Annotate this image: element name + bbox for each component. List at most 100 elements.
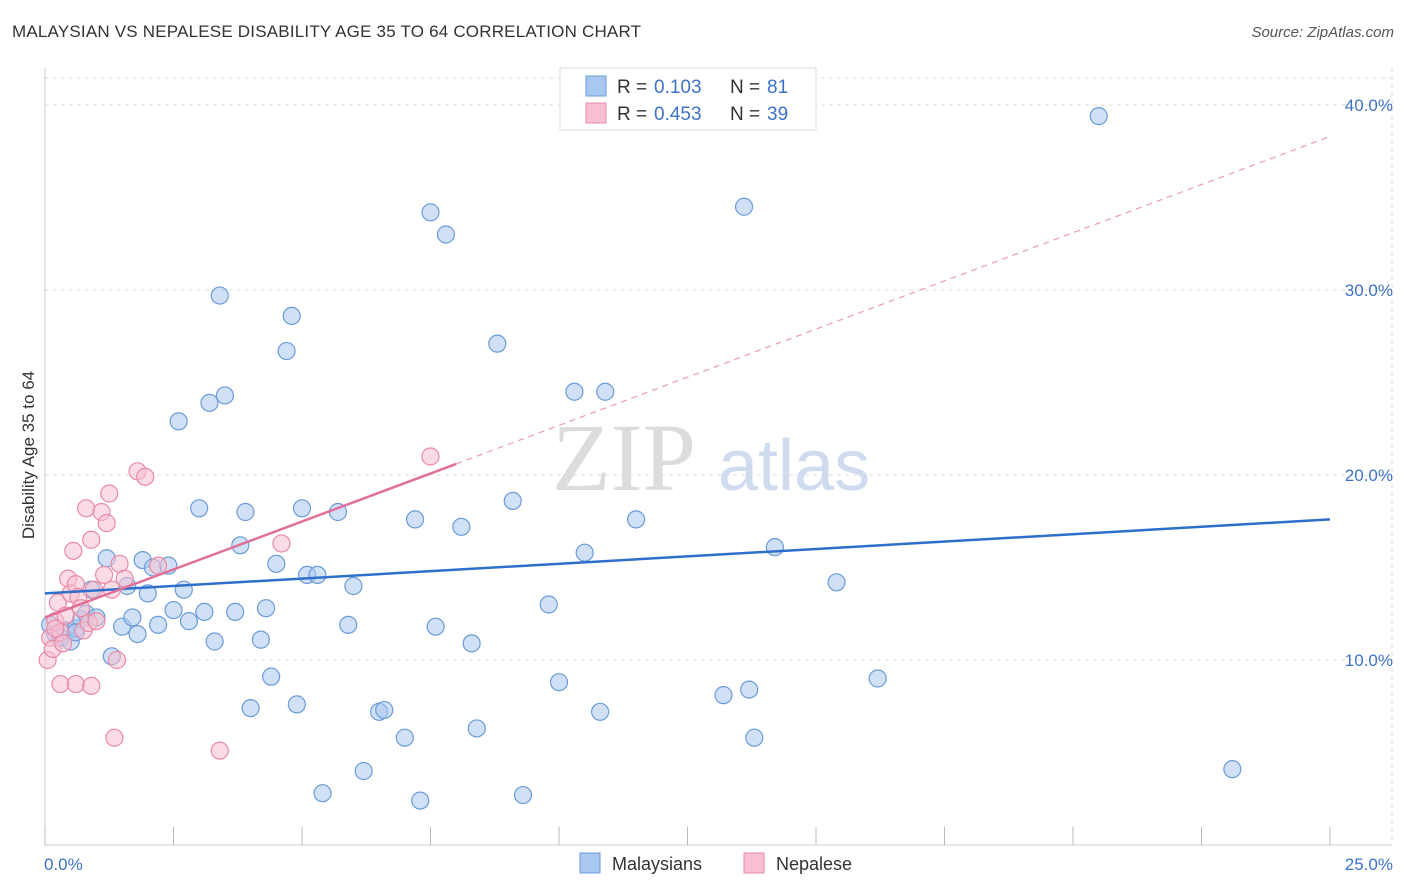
point-nepalese (82, 530, 101, 549)
point-malaysians (354, 761, 373, 781)
x-tick-label-min: 0.0% (44, 855, 83, 874)
point-nepalese (100, 484, 119, 503)
point-malaysians (411, 791, 430, 810)
point-nepalese (82, 676, 101, 696)
chart-title: MALAYSIAN VS NEPALESE DISABILITY AGE 35 … (12, 22, 642, 41)
point-nepalese (66, 674, 85, 694)
point-malaysians (549, 673, 569, 692)
trend-lines (44, 135, 1331, 619)
series-nepalese-points (38, 447, 440, 760)
point-malaysians (539, 595, 558, 614)
point-malaysians (565, 382, 584, 401)
point-malaysians (596, 382, 615, 401)
point-nepalese (272, 534, 291, 553)
point-nepalese (107, 650, 127, 670)
point-malaysians (462, 634, 481, 653)
point-nepalese (95, 565, 114, 585)
point-malaysians (1089, 106, 1108, 126)
bottom-legend-label-nepalese: Nepalese (776, 854, 852, 874)
point-nepalese (51, 674, 70, 694)
point-malaysians (138, 584, 157, 603)
point-malaysians (179, 612, 199, 631)
legend-r-label-nepalese: R = (617, 104, 647, 125)
x-tick-label-max: 25.0% (1345, 855, 1393, 874)
bottom-legend-swatch-malaysians (579, 852, 601, 874)
point-malaysians (251, 630, 270, 649)
point-malaysians (765, 538, 784, 557)
axes (44, 68, 1392, 846)
legend-n-label-malaysians: N = (730, 77, 760, 98)
point-malaysians (745, 728, 764, 747)
point-nepalese (136, 467, 155, 486)
point-malaysians (128, 624, 147, 644)
point-malaysians (205, 632, 224, 651)
point-malaysians (267, 554, 286, 573)
y-tick-label: 10.0% (1345, 651, 1393, 670)
point-malaysians (195, 602, 214, 622)
point-nepalese (421, 447, 440, 466)
legend-swatch-nepalese (585, 102, 607, 124)
point-malaysians (740, 680, 759, 699)
point-malaysians (395, 728, 414, 747)
point-malaysians (868, 669, 887, 688)
point-malaysians (256, 599, 276, 618)
source-label: Source: ZipAtlas.com (1251, 24, 1394, 41)
series-legend: Malaysians Nepalese (579, 852, 852, 874)
legend-swatch-malaysians (585, 75, 607, 97)
y-tick-label: 30.0% (1345, 281, 1393, 300)
stats-legend: R = 0.103 N = 81 R = 0.453 N = 39 (559, 67, 817, 131)
point-malaysians (626, 510, 646, 529)
y-tick-label: 20.0% (1345, 466, 1393, 485)
point-nepalese (77, 499, 96, 518)
point-malaysians (241, 698, 260, 718)
watermark-atlas-text: atlas (718, 426, 870, 506)
point-malaysians (262, 667, 281, 686)
point-malaysians (164, 600, 183, 620)
point-nepalese (53, 634, 73, 653)
point-malaysians (308, 565, 327, 585)
point-malaysians (292, 499, 312, 518)
legend-r-value-nepalese: 0.453 (654, 104, 702, 125)
point-nepalese (148, 556, 168, 575)
point-malaysians (236, 502, 255, 522)
point-malaysians (513, 785, 533, 805)
legend-n-label-nepalese: N = (730, 104, 760, 125)
grid-lines (45, 68, 1393, 845)
point-nepalese (87, 612, 106, 631)
point-malaysians (226, 602, 245, 622)
point-malaysians (344, 576, 363, 596)
point-malaysians (426, 617, 445, 636)
point-malaysians (405, 510, 425, 529)
point-malaysians (313, 784, 332, 803)
point-malaysians (503, 491, 522, 510)
point-malaysians (277, 341, 296, 361)
point-malaysians (436, 225, 456, 244)
point-malaysians (287, 695, 306, 714)
point-malaysians (123, 608, 142, 627)
point-malaysians (282, 306, 301, 325)
x-tick-labels: 0.0% 25.0% (44, 855, 1393, 874)
watermark-zip-text: ZIP (552, 404, 696, 511)
point-malaysians (734, 197, 754, 216)
y-tick-labels: 10.0% 20.0% 30.0% 40.0% (1345, 96, 1393, 670)
point-malaysians (174, 580, 193, 599)
point-nepalese (105, 728, 124, 747)
point-malaysians (148, 615, 168, 634)
point-malaysians (200, 393, 219, 412)
trend-line-nepalese-extended (455, 135, 1331, 465)
point-malaysians (714, 686, 733, 705)
point-malaysians (339, 615, 358, 634)
bottom-legend-swatch-nepalese (743, 852, 765, 874)
point-malaysians (575, 543, 594, 562)
point-malaysians (591, 702, 610, 721)
y-axis-label: Disability Age 35 to 64 (19, 371, 38, 539)
point-malaysians (375, 700, 394, 720)
bottom-legend-label-malaysians: Malaysians (612, 854, 702, 874)
point-malaysians (421, 203, 440, 222)
trend-line-nepalese (44, 462, 457, 619)
legend-n-value-malaysians: 81 (767, 77, 788, 98)
point-malaysians (488, 334, 507, 353)
trend-line-malaysians (44, 518, 1331, 595)
point-malaysians (467, 719, 486, 738)
